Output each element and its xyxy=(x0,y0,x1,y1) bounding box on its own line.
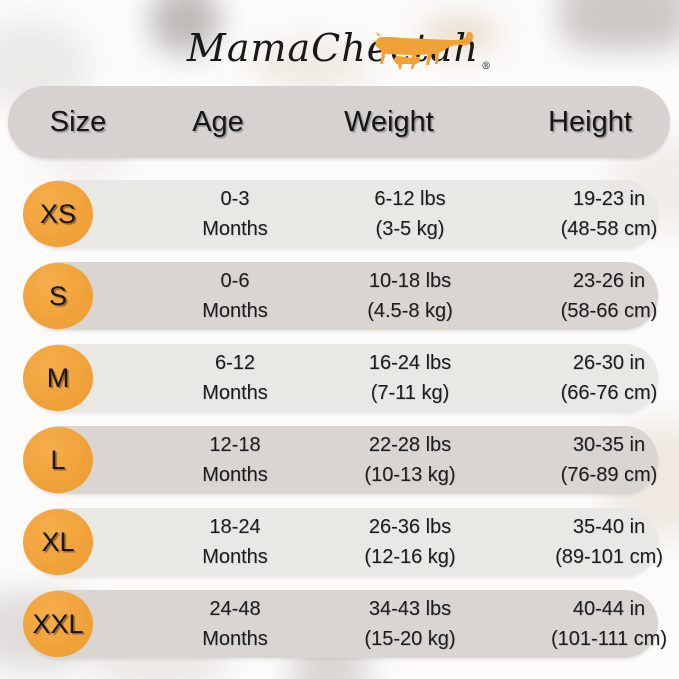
background-blur-blob xyxy=(560,0,679,50)
height-cell: 19-23 in (48-58 cm) xyxy=(560,188,658,240)
background-blur-blob xyxy=(250,40,370,90)
size-badge-l: L xyxy=(23,427,93,493)
table-header-row: Size Age Weight Height xyxy=(8,86,670,158)
cheetah-logo-icon xyxy=(373,31,474,69)
brand-name: MamaCheetah ® xyxy=(0,26,679,72)
age-cell: 24-48 Months xyxy=(202,598,268,650)
age-cell: 18-24 Months xyxy=(202,516,268,568)
age-cell: 12-18 Months xyxy=(202,434,268,486)
column-header-weight: Weight xyxy=(344,106,434,138)
weight-cell: 6-12 lbs (3-5 kg) xyxy=(374,188,446,240)
size-badge-s: S xyxy=(23,263,93,329)
registered-trademark-symbol: ® xyxy=(481,61,493,72)
size-badge-xs: XS xyxy=(23,181,93,247)
size-badge-xl: XL xyxy=(23,509,93,575)
size-badge-m: M xyxy=(23,345,93,411)
age-cell: 0-6 Months xyxy=(202,270,268,322)
weight-cell: 16-24 lbs (7-11 kg) xyxy=(368,352,452,404)
table-row: 0-3 Months 6-12 lbs (3-5 kg) 19-23 in (48-5… xyxy=(25,180,658,248)
background-blur-blob xyxy=(150,0,220,55)
age-cell: 0-3 Months xyxy=(202,188,268,240)
column-header-size: Size xyxy=(49,106,107,138)
height-cell: 23-26 in (58-66 cm) xyxy=(560,270,658,322)
weight-cell: 10-18 lbs (4.5-8 kg) xyxy=(367,270,453,322)
column-header-height: Height xyxy=(548,106,632,138)
height-cell: 40-44 in (101-111 cm) xyxy=(551,598,667,650)
table-row: 12-18 Months 22-28 lbs (10-13 kg) 30-35 in… xyxy=(25,426,658,494)
weight-cell: 22-28 lbs (10-13 kg) xyxy=(364,434,456,486)
height-cell: 30-35 in (76-89 cm) xyxy=(560,434,658,486)
height-cell: 26-30 in (66-76 cm) xyxy=(560,352,658,404)
age-cell: 6-12 Months xyxy=(202,352,268,404)
height-cell: 35-40 in (89-101 cm) xyxy=(555,516,663,568)
table-row: 0-6 Months 10-18 lbs (4.5-8 kg) 23-26 in (5… xyxy=(25,262,658,330)
size-badge-xxl: XXL xyxy=(23,591,93,657)
brand-logo: MamaCheetah ® xyxy=(0,14,679,80)
table-row: 18-24 Months 26-36 lbs (12-16 kg) 35-40 in… xyxy=(25,508,663,576)
weight-cell: 34-43 lbs (15-20 kg) xyxy=(364,598,456,650)
table-row: 24-48 Months 34-43 lbs (15-20 kg) 40-44 in… xyxy=(25,590,667,658)
column-header-age: Age xyxy=(192,106,244,138)
table-row: 6-12 Months 16-24 lbs (7-11 kg) 26-30 in (6… xyxy=(25,344,658,412)
weight-cell: 26-36 lbs (12-16 kg) xyxy=(364,516,456,568)
